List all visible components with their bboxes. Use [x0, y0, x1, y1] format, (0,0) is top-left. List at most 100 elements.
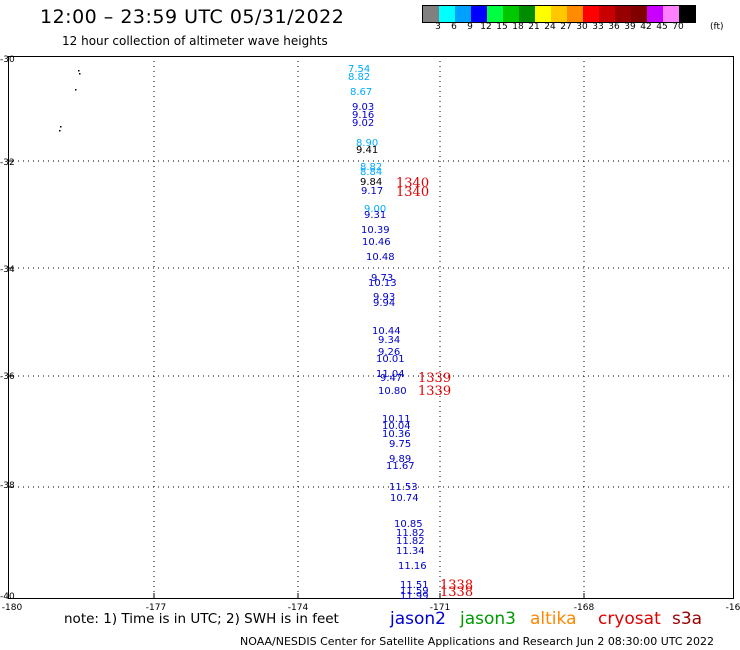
latitude-label: -32 — [0, 158, 15, 168]
wave-height-value: 9.02 — [352, 118, 375, 129]
wave-height-value: 9.17 — [361, 186, 384, 197]
legend-swatch — [615, 6, 631, 22]
legend-swatch — [535, 6, 551, 22]
legend-swatch — [631, 6, 647, 22]
wave-height-value: 9.73 — [371, 273, 394, 284]
legend-tick-label: 6 — [451, 22, 457, 32]
legend-tick-label: 33 — [592, 22, 604, 32]
wave-height-value: 10.39 — [361, 225, 390, 236]
latitude-label: -38 — [0, 481, 15, 491]
island-marker — [59, 130, 61, 132]
legend-tick-label: 12 — [480, 22, 492, 32]
legend-swatch — [599, 6, 615, 22]
wave-height-value: 10.01 — [376, 354, 405, 365]
legend-tick-label: 45 — [656, 22, 668, 32]
map-subtitle: 12 hour collection of altimeter wave hei… — [62, 34, 328, 48]
wave-height-value: 11.53 — [389, 482, 418, 493]
footer-credit: NOAA/NESDIS Center for Satellite Applica… — [240, 635, 715, 648]
pass-time-label: 1339 — [418, 384, 452, 399]
legend-swatch — [519, 6, 535, 22]
satellite-label-jason2: jason2 — [390, 609, 446, 629]
legend-swatch — [423, 6, 439, 22]
wave-height-value: 9.16 — [352, 110, 375, 121]
legend-tick-label: 70 — [672, 22, 684, 32]
legend-tick-label: 21 — [528, 22, 540, 32]
legend-tick-label: 42 — [640, 22, 652, 32]
wave-height-value: 8.82 — [348, 72, 371, 83]
wave-height-value: 10.80 — [378, 386, 407, 397]
island-marker — [78, 70, 80, 72]
longitude-label: -171 — [429, 603, 451, 613]
wave-height-value: 9.94 — [373, 298, 396, 309]
satellite-label-s3a: s3a — [672, 609, 703, 629]
legend-tick-label: 24 — [544, 22, 556, 32]
legend-tick-label: 30 — [576, 22, 588, 32]
legend-swatch — [567, 6, 583, 22]
latitude-label: -30 — [0, 55, 15, 65]
wave-height-value: 10.11 — [382, 414, 411, 425]
longitude-label: -168 — [573, 603, 595, 613]
wave-height-value: 9.93 — [373, 292, 396, 303]
longitude-label: -174 — [287, 603, 309, 613]
map-title: 12:00 – 23:59 UTC 05/31/2022 — [40, 6, 345, 28]
island-marker — [60, 126, 62, 128]
wave-height-value: 11.04 — [376, 369, 405, 380]
wave-height-value: 8.90 — [356, 138, 379, 149]
wave-height-value: 10.46 — [362, 237, 391, 248]
wave-height-value: 10.44 — [372, 326, 401, 337]
wave-height-value: 9.03 — [352, 102, 375, 113]
pass-time-label: 1340 — [396, 185, 430, 200]
wave-height-value: 9.89 — [389, 454, 412, 465]
wave-height-value: 9.34 — [378, 335, 401, 346]
wave-height-value: 10.04 — [382, 421, 411, 432]
legend-tick-label: 39 — [624, 22, 636, 32]
wave-height-value: 8.67 — [350, 87, 373, 98]
note-text: note: 1) Time is in UTC; 2) SWH is in fe… — [64, 611, 339, 627]
pass-time-label: 1340 — [396, 176, 430, 191]
legend-swatch — [455, 6, 471, 22]
wave-height-value: 9.00 — [364, 204, 387, 215]
legend-tick-label: 27 — [560, 22, 572, 32]
wave-height-value: 11.16 — [398, 561, 427, 572]
satellite-label-jason3: jason3 — [460, 609, 516, 629]
wave-height-value: 9.31 — [364, 210, 387, 221]
wave-height-value: 10.13 — [368, 278, 397, 289]
legend-swatch — [471, 6, 487, 22]
satellite-label-cryosat: cryosat — [598, 609, 661, 629]
wave-height-value: 9.26 — [378, 347, 401, 358]
legend-tick-label: 9 — [467, 22, 473, 32]
latitude-label: -40 — [0, 592, 15, 602]
legend-tick-label: 18 — [512, 22, 524, 32]
wave-height-value: 10.36 — [382, 429, 411, 440]
legend-swatch — [647, 6, 663, 22]
longitude-label: -180 — [1, 603, 23, 613]
wave-height-value: 8.82 — [360, 162, 383, 173]
wave-height-value: 11.67 — [386, 461, 415, 472]
legend-swatch — [583, 6, 599, 22]
wave-height-value: 9.75 — [389, 439, 412, 450]
wave-height-value: 11.59 — [400, 586, 429, 597]
island-marker — [79, 73, 81, 75]
legend-swatch — [503, 6, 519, 22]
legend-swatch — [679, 6, 695, 22]
wave-height-value: 11.99 — [400, 591, 429, 602]
wave-height-value: 10.85 — [394, 519, 423, 530]
legend-swatch — [551, 6, 567, 22]
wave-height-value: 9.84 — [360, 177, 383, 188]
legend-swatch — [663, 6, 679, 22]
wave-height-value: 10.74 — [390, 493, 419, 504]
color-legend — [422, 5, 696, 23]
wave-height-value: 9.47 — [380, 373, 403, 384]
wave-height-value: 7.54 — [348, 64, 371, 75]
legend-tick-label: 36 — [608, 22, 620, 32]
legend-tick-label: 3 — [435, 22, 441, 32]
latitude-label: -34 — [0, 265, 15, 275]
legend-unit: (ft) — [710, 22, 724, 32]
wave-height-value: 11.82 — [396, 536, 425, 547]
wave-height-value: 10.48 — [366, 252, 395, 263]
wave-height-value: 11.82 — [396, 528, 425, 539]
legend-tick-label: 15 — [496, 22, 508, 32]
longitude-label: -177 — [145, 603, 167, 613]
island-marker — [75, 89, 77, 91]
longitude-label: -16 — [725, 603, 740, 613]
